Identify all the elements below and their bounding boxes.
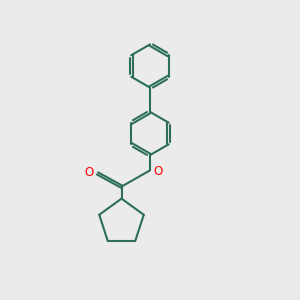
Text: O: O: [153, 165, 162, 178]
Text: O: O: [85, 166, 94, 179]
